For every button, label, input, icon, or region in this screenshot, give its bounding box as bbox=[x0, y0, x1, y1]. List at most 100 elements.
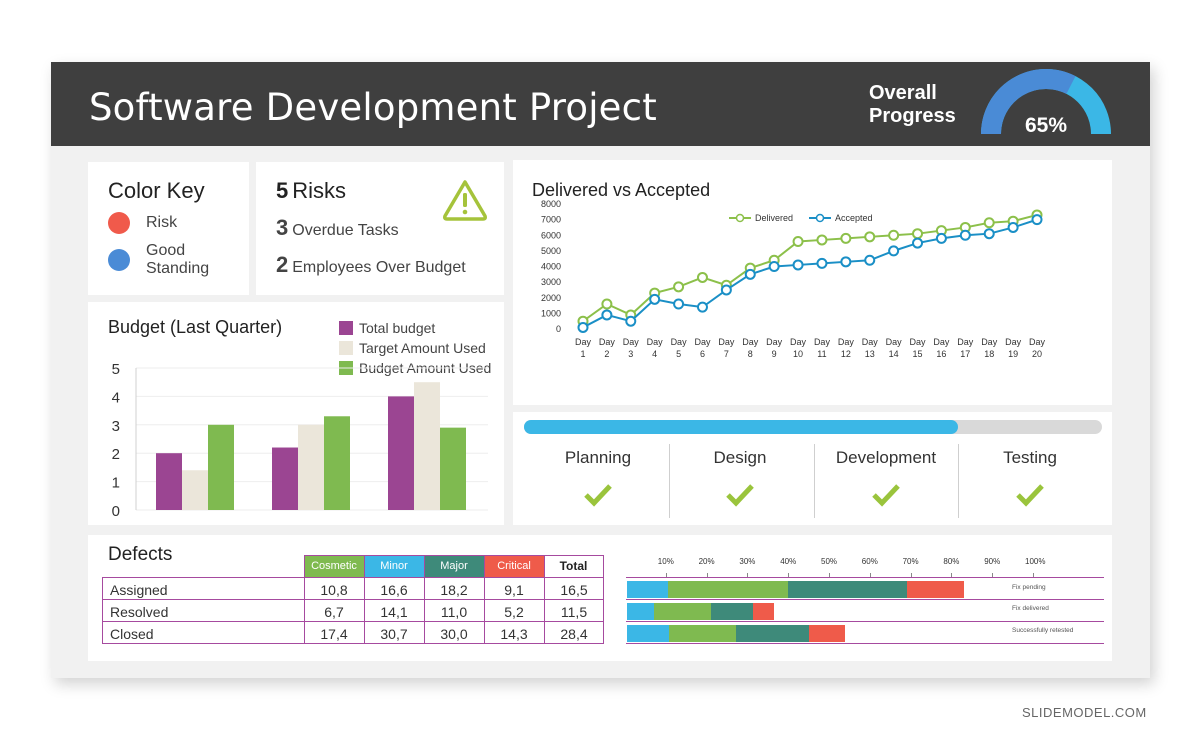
risks-count-line: 5 Risks bbox=[276, 178, 346, 204]
progress-gauge: 65% bbox=[981, 69, 1111, 137]
line-x-tick: 20 bbox=[1032, 349, 1042, 359]
cell: 11,0 bbox=[440, 604, 468, 620]
defect-axis-tickmark bbox=[788, 573, 790, 577]
employees-count: 2 bbox=[276, 252, 289, 277]
line-legend-label: Accepted bbox=[835, 213, 873, 223]
line-legend-label: Delivered bbox=[755, 213, 793, 223]
line-y-tick: 6000 bbox=[541, 230, 561, 240]
defect-bar-segment bbox=[906, 581, 965, 598]
line-y-tick: 8000 bbox=[541, 199, 561, 209]
defect-axis-tick: 60% bbox=[861, 557, 878, 566]
phase-divider bbox=[669, 444, 670, 518]
good-standing-dot bbox=[108, 249, 130, 271]
watermark: SLIDEMODEL.COM bbox=[1022, 705, 1147, 720]
line-point bbox=[912, 237, 924, 249]
budget-bar bbox=[208, 424, 234, 510]
line-x-tick: 3 bbox=[628, 349, 633, 359]
budget-title: Budget (Last Quarter) bbox=[108, 317, 283, 337]
budget-y-tick: 0 bbox=[112, 503, 120, 520]
employees-over-budget-line: 2 Employees Over Budget bbox=[276, 252, 466, 278]
check-icon bbox=[1016, 484, 1044, 507]
defect-bar-segment bbox=[654, 603, 711, 620]
line-point bbox=[983, 228, 995, 240]
line-x-tick: Day bbox=[814, 337, 831, 347]
phase-design: Design bbox=[713, 448, 767, 467]
line-point bbox=[673, 281, 685, 293]
line-y-tick: 5000 bbox=[541, 246, 561, 256]
employees-label: Employees Over Budget bbox=[292, 259, 466, 276]
note-fix-delivered: Fix delivered bbox=[1012, 605, 1049, 612]
line-x-tick: Day bbox=[671, 337, 688, 347]
phase-planning: Planning bbox=[564, 448, 632, 467]
defect-bar-segment bbox=[753, 603, 774, 620]
defect-axis-tick: 90% bbox=[984, 557, 1001, 566]
defect-bar-segment bbox=[736, 625, 810, 642]
col-major: Major bbox=[424, 555, 484, 577]
line-point bbox=[625, 315, 637, 327]
table-vrule bbox=[304, 555, 305, 643]
line-x-tick: Day bbox=[647, 337, 664, 347]
progress-percent: 65% bbox=[1025, 114, 1067, 137]
cell: 11,5 bbox=[560, 604, 588, 620]
line-x-tick: 9 bbox=[772, 349, 777, 359]
good-standing-line2: Standing bbox=[146, 260, 210, 277]
budget-bar-chart: 0 1 2 3 4 5 bbox=[112, 361, 488, 520]
line-x-tick: Day bbox=[1005, 337, 1022, 347]
overdue-tasks-line: 3 Overdue Tasks bbox=[276, 215, 399, 241]
line-x-tick: 12 bbox=[841, 349, 851, 359]
line-x-tick: 7 bbox=[724, 349, 729, 359]
check-icon bbox=[872, 484, 900, 507]
line-point bbox=[959, 229, 971, 241]
table-vrule bbox=[544, 555, 545, 643]
defect-axis-tick: 100% bbox=[1025, 557, 1046, 566]
line-x-tick: Day bbox=[694, 337, 711, 347]
check-icon bbox=[726, 484, 754, 507]
budget-bar bbox=[388, 396, 414, 510]
cell: 16,6 bbox=[380, 582, 408, 598]
table-vrule bbox=[603, 555, 604, 643]
cell: 28,4 bbox=[560, 626, 588, 642]
line-x-tick: Day bbox=[718, 337, 735, 347]
defect-axis-tickmark bbox=[829, 573, 830, 577]
line-point bbox=[864, 231, 876, 243]
cell: 6,7 bbox=[324, 604, 344, 620]
line-x-tick: Day bbox=[599, 337, 616, 347]
phase-development: Development bbox=[835, 448, 937, 467]
overdue-count: 3 bbox=[276, 215, 289, 240]
table-vrule bbox=[364, 555, 365, 643]
defect-axis-tickmark bbox=[747, 573, 749, 577]
legend-total-budget: Total budget bbox=[359, 320, 436, 336]
delivered-panel: Delivered vs Accepted 0 1000 2000 3000 4000 5… bbox=[513, 160, 1112, 405]
line-point bbox=[673, 298, 685, 310]
legend-swatch-target bbox=[339, 341, 353, 355]
line-x-tick: Day bbox=[910, 337, 927, 347]
defect-axis-tick: 40% bbox=[780, 557, 797, 566]
defect-axis-tickmark bbox=[910, 573, 912, 577]
line-y-tick: 7000 bbox=[541, 215, 561, 225]
overall-label-line1: Overall bbox=[869, 82, 937, 104]
dashboard-slide: Software Development Project Overall Pro… bbox=[51, 62, 1150, 678]
defect-bar-segment bbox=[627, 625, 670, 642]
line-x-tick: Day bbox=[790, 337, 807, 347]
col-cosmetic: Cosmetic bbox=[304, 555, 364, 577]
line-point bbox=[577, 321, 589, 333]
line-x-tick: 10 bbox=[793, 349, 803, 359]
good-standing-label: Good Standing bbox=[146, 242, 209, 278]
defect-chart-rule bbox=[626, 643, 1104, 644]
line-x-tick: 17 bbox=[960, 349, 970, 359]
overall-label-line2: Progress bbox=[869, 105, 956, 127]
line-y-tick: 0 bbox=[556, 324, 561, 334]
cell: 14,1 bbox=[380, 604, 408, 620]
defects-title: Defects bbox=[108, 544, 173, 565]
line-point bbox=[888, 245, 900, 257]
budget-y-tick: 4 bbox=[112, 389, 120, 406]
line-point bbox=[816, 257, 828, 269]
line-point bbox=[768, 261, 780, 272]
line-point bbox=[744, 268, 756, 280]
line-x-tick: Day bbox=[623, 337, 640, 347]
page-title: Software Development Project bbox=[89, 86, 657, 129]
cell: 9,1 bbox=[504, 582, 524, 598]
risks-count: 5 bbox=[276, 178, 289, 203]
cell: 30,0 bbox=[440, 626, 468, 642]
line-x-tick: Day bbox=[742, 337, 759, 347]
